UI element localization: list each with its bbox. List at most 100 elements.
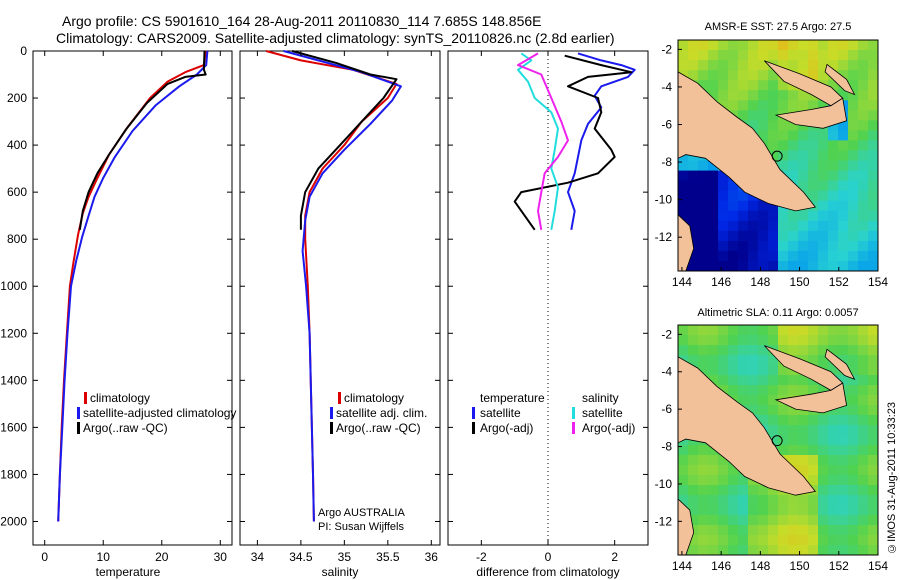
map-cell — [838, 50, 849, 61]
map-cell — [748, 220, 759, 232]
map-cell — [758, 515, 769, 526]
map-cell — [818, 495, 829, 506]
map-cell — [828, 160, 839, 171]
map-cell — [768, 150, 779, 161]
map-cell — [808, 261, 819, 272]
lon-tick-label: 152 — [829, 275, 849, 289]
map-cell — [788, 425, 799, 436]
map-cell — [688, 170, 699, 182]
map-cell — [778, 405, 789, 416]
legend-swatch-satellite — [77, 407, 80, 419]
map-cell — [858, 80, 869, 91]
map-cell — [828, 465, 839, 476]
map-cell — [808, 435, 819, 446]
map-cell — [738, 90, 749, 101]
map-cell — [778, 445, 789, 456]
map-cell — [768, 220, 779, 232]
map-cell — [738, 485, 749, 496]
legend-salinity-heading: salinity — [582, 391, 619, 405]
map-cell — [718, 365, 729, 376]
map-cell — [768, 90, 779, 101]
map-cell — [738, 355, 749, 366]
map-cell — [838, 545, 849, 556]
map-cell — [708, 355, 719, 366]
map-cell — [818, 100, 829, 111]
map-cell — [698, 515, 709, 526]
map-cell — [868, 60, 879, 71]
map-cell — [848, 525, 859, 536]
map-cell — [788, 120, 799, 131]
map-cell — [858, 150, 869, 161]
map-cell — [748, 90, 759, 101]
map-cell — [788, 325, 799, 336]
map-cell — [848, 505, 859, 516]
temperature-ticks: 0 10 20 30 0 200 400 600 800 1000 1200 1400 1600 1800… — [0, 44, 232, 564]
series-sal-satellite — [517, 52, 559, 230]
salinity-ticks: 34 34.5 35 35.5 36 — [240, 50, 440, 564]
map-cell — [798, 335, 809, 346]
map-cell — [768, 415, 779, 426]
map-cell — [848, 325, 859, 336]
map-cell — [838, 465, 849, 476]
map-cell — [818, 435, 829, 446]
map-cell — [828, 515, 839, 526]
map-cell — [708, 230, 719, 242]
map-cell — [708, 545, 719, 556]
map-cell — [868, 345, 879, 356]
map-cell — [708, 375, 719, 386]
map-cell — [858, 200, 869, 212]
map-cell — [808, 240, 819, 252]
map-cell — [828, 345, 839, 356]
map-cell — [748, 395, 759, 406]
y-tick-label: 800 — [7, 232, 27, 246]
map-cell — [718, 355, 729, 366]
map-cell — [698, 250, 709, 262]
map-cell — [718, 100, 729, 111]
map-cell — [858, 545, 869, 556]
map-cell — [728, 230, 739, 242]
map-cell — [708, 180, 719, 192]
x-tick-label: 10 — [97, 550, 111, 564]
map-cell — [798, 535, 809, 546]
map-cell — [788, 230, 799, 242]
map-cell — [788, 100, 799, 111]
map-cell — [808, 425, 819, 436]
map-cell — [718, 535, 729, 546]
x-tick-label: 20 — [155, 550, 169, 564]
map-cell — [708, 200, 719, 212]
legend-swatch-satellite — [330, 407, 333, 419]
y-tick-label: 1000 — [0, 279, 27, 293]
lat-tick-label: -6 — [661, 118, 672, 132]
map-cell — [728, 495, 739, 506]
map-cell — [708, 190, 719, 202]
map-cell — [848, 335, 859, 346]
map-cell — [728, 485, 739, 496]
map-cell — [838, 120, 849, 131]
map-cell — [778, 60, 789, 71]
land-mass — [824, 348, 856, 380]
map-cell — [738, 240, 749, 252]
map-cell — [738, 325, 749, 336]
map-cell — [738, 365, 749, 376]
map-cell — [748, 50, 759, 61]
map-cell — [798, 325, 809, 336]
map-cell — [728, 190, 739, 202]
map-cell — [788, 335, 799, 346]
map-cell — [848, 110, 859, 121]
map-cell — [868, 100, 879, 111]
map-cell — [788, 375, 799, 386]
map-cell — [848, 250, 859, 262]
map-cell — [868, 435, 879, 446]
sla-map-title: Altimetric SLA: 0.11 Argo: 0.0057 — [697, 307, 858, 319]
map-cell — [798, 415, 809, 426]
map-cell — [778, 100, 789, 111]
map-cell — [778, 210, 789, 222]
map-cell — [758, 325, 769, 336]
map-cell — [768, 535, 779, 546]
temperature-panel: 0 10 20 30 0 200 400 600 800 1000 1200 1400 1600 1800… — [0, 44, 236, 579]
map-cell — [798, 170, 809, 182]
map-cell — [708, 50, 719, 61]
argo-position-marker — [771, 435, 783, 447]
map-cell — [768, 515, 779, 526]
map-cell — [728, 545, 739, 556]
